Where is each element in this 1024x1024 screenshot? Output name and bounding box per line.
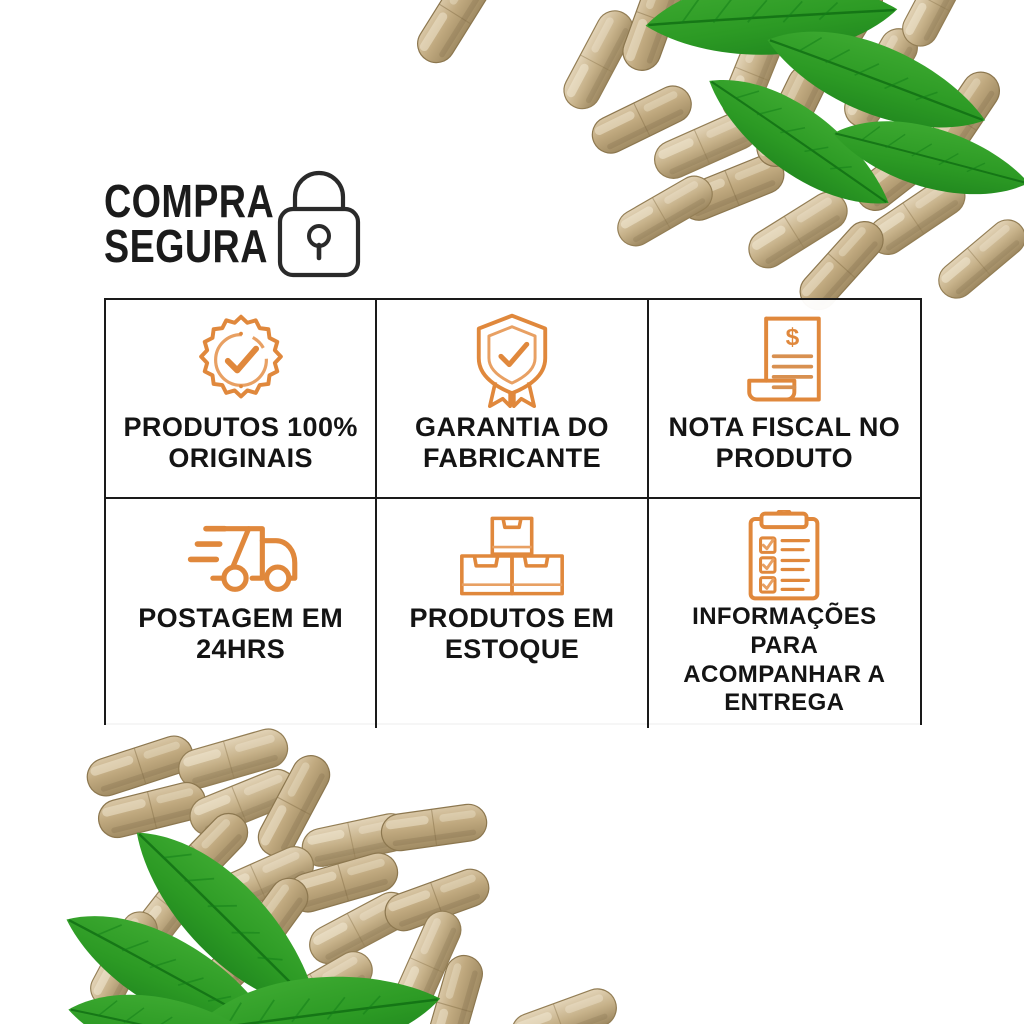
trust-cell-garantia-fabricante[interactable]: GARANTIA DO FABRICANTE — [377, 300, 649, 499]
clipboard-check-icon — [743, 510, 825, 601]
verified-badge-icon — [194, 314, 288, 406]
trust-cell-label: GARANTIA DO FABRICANTE — [415, 412, 609, 474]
trust-cell-label: PRODUTOS 100% ORIGINAIS — [123, 412, 358, 474]
trust-cell-label: PRODUTOS EM ESTOQUE — [409, 603, 615, 665]
trust-cell-produtos-originais[interactable]: PRODUTOS 100% ORIGINAIS — [106, 300, 378, 499]
trust-cell-informacoes-entrega[interactable]: INFORMAÇÕES PARA ACOMPANHAR A ENTREGA — [648, 499, 920, 729]
shield-check-icon — [468, 313, 556, 408]
svg-text:$: $ — [786, 324, 800, 351]
delivery-truck-icon — [177, 513, 305, 599]
page-title: COMPRA SEGURA — [104, 174, 275, 272]
invoice-icon: $ — [741, 314, 827, 406]
trust-cell-label: NOTA FISCAL NO PRODUTO — [668, 412, 901, 474]
boxes-stack-icon — [452, 513, 572, 599]
trust-cell-postagem-24hrs[interactable]: POSTAGEM EM 24HRS — [106, 499, 378, 729]
trust-badges-grid: PRODUTOS 100% ORIGINAIS GARANTIA DO FABR… — [104, 298, 922, 729]
trust-cell-label: POSTAGEM EM 24HRS — [138, 603, 344, 665]
header: COMPRA SEGURA — [104, 150, 444, 298]
lock-icon — [271, 163, 367, 288]
trust-cell-nota-fiscal[interactable]: $ NOTA FISCAL NO PRODUTO — [648, 300, 920, 499]
trust-cell-label: INFORMAÇÕES PARA ACOMPANHAR A ENTREGA — [683, 603, 886, 717]
trust-cell-produtos-estoque[interactable]: PRODUTOS EM ESTOQUE — [377, 499, 649, 729]
